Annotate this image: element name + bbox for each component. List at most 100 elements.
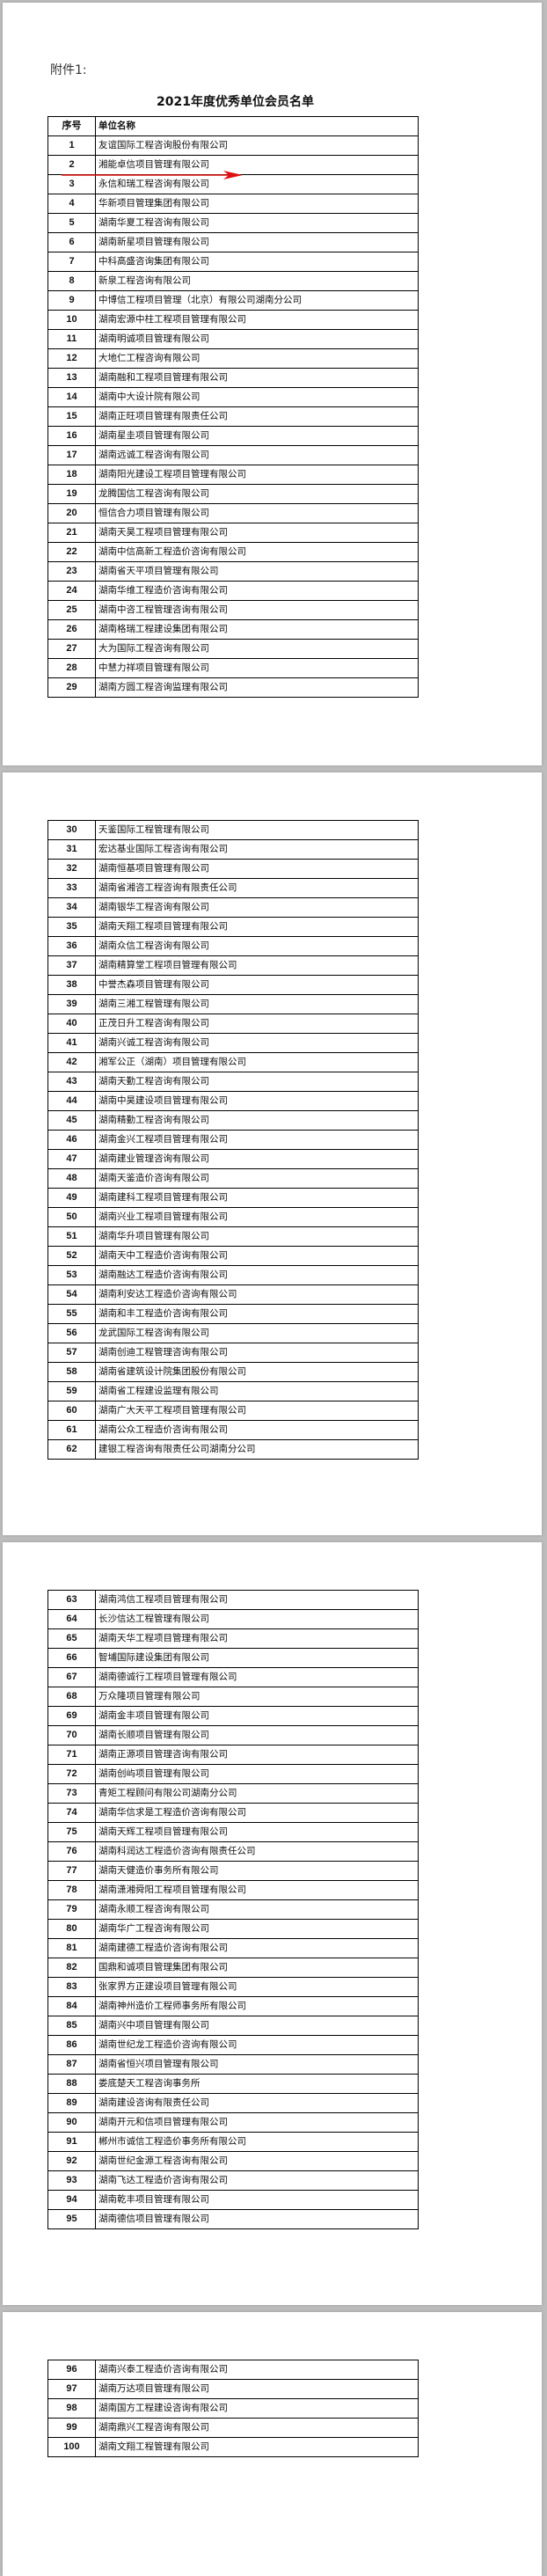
table-row: 80 湖南华广工程咨询有限公司 (47, 1919, 419, 1939)
table-row: 51 湖南华升项目管理有限公司 (47, 1226, 419, 1247)
unit-name: 湖南永顺工程咨询有限公司 (95, 1899, 419, 1920)
unit-name: 建银工程咨询有限责任公司湖南分公司 (95, 1439, 419, 1460)
unit-name: 湖南天辉工程项目管理有限公司 (95, 1822, 419, 1842)
table-row: 38 中誉杰森项目管理有限公司 (47, 975, 419, 995)
row-index: 23 (47, 561, 96, 582)
unit-name: 万众隆项目管理有限公司 (95, 1687, 419, 1707)
unit-name: 中科高盛咨询集团有限公司 (95, 252, 419, 272)
unit-name: 湖南正源项目管理咨询有限公司 (95, 1745, 419, 1765)
unit-name: 湖南三湘工程管理有限公司 (95, 994, 419, 1014)
row-index: 29 (47, 677, 96, 698)
row-index: 100 (47, 2437, 96, 2457)
table-row: 93 湖南飞达工程造价咨询有限公司 (47, 2170, 419, 2191)
unit-name: 宏达基业国际工程咨询有限公司 (95, 839, 419, 860)
row-index: 82 (47, 1958, 96, 1978)
row-index: 54 (47, 1284, 96, 1305)
unit-name: 湖南华信求是工程造价咨询有限公司 (95, 1803, 419, 1823)
table-row: 82 国鼎和诚项目管理集团有限公司 (47, 1958, 419, 1978)
table-row: 35 湖南天翔工程项目管理有限公司 (47, 917, 419, 937)
table-row: 29 湖南方圆工程咨询监理有限公司 (47, 677, 419, 698)
document-title: 2021年度优秀单位会员名单 (157, 95, 314, 109)
member-table-part-2: 30 天鉴国际工程管理有限公司 31 宏达基业国际工程咨询有限公司 32 湖南恒基项目管理… (47, 820, 419, 1460)
unit-name: 湖南省建筑设计院集团股份有限公司 (95, 1362, 419, 1382)
table-row: 67 湖南德诚行工程项目管理有限公司 (47, 1667, 419, 1687)
row-index: 10 (47, 310, 96, 330)
row-index: 89 (47, 2093, 96, 2113)
unit-name: 中博信工程项目管理（北京）有限公司湖南分公司 (95, 290, 419, 311)
row-index: 36 (47, 936, 96, 956)
row-index: 71 (47, 1745, 96, 1765)
unit-name: 湖南鼎兴工程咨询有限公司 (95, 2418, 419, 2438)
row-index: 30 (47, 820, 96, 840)
row-index: 17 (47, 445, 96, 465)
unit-name: 湖南天鉴造价咨询有限公司 (95, 1168, 419, 1189)
table-row: 44 湖南中昊建设项目管理有限公司 (47, 1091, 419, 1111)
unit-name: 湖南天昊工程项目管理有限公司 (95, 523, 419, 543)
table-row: 83 张家界方正建设项目管理有限公司 (47, 1977, 419, 1997)
row-index: 59 (47, 1381, 96, 1401)
unit-name: 湖南国方工程建设咨询有限公司 (95, 2398, 419, 2419)
row-index: 74 (47, 1803, 96, 1823)
row-index: 80 (47, 1919, 96, 1939)
row-index: 79 (47, 1899, 96, 1920)
row-index: 13 (47, 368, 96, 388)
table-row: 19 龙腾国信工程咨询有限公司 (47, 484, 419, 504)
unit-name: 湖南中大设计院有限公司 (95, 387, 419, 407)
row-index: 8 (47, 271, 96, 291)
table-row: 11 湖南明诚项目管理有限公司 (47, 329, 419, 349)
table-row: 32 湖南恒基项目管理有限公司 (47, 859, 419, 879)
table-row: 22 湖南中信高新工程造价咨询有限公司 (47, 542, 419, 562)
unit-name: 湖南神州造价工程师事务所有限公司 (95, 1996, 419, 2016)
table-row: 7 中科高盛咨询集团有限公司 (47, 252, 419, 272)
unit-name: 湖南融和工程项目管理有限公司 (95, 368, 419, 388)
row-index: 51 (47, 1226, 96, 1247)
table-row: 65 湖南天华工程项目管理有限公司 (47, 1628, 419, 1649)
table-row: 71 湖南正源项目管理咨询有限公司 (47, 1745, 419, 1765)
row-index: 68 (47, 1687, 96, 1707)
unit-name: 湖南星圭项目管理有限公司 (95, 426, 419, 446)
unit-name: 湖南正旺项目管理有限责任公司 (95, 406, 419, 427)
row-index: 34 (47, 897, 96, 918)
row-index: 27 (47, 639, 96, 659)
table-row: 49 湖南建科工程项目管理有限公司 (47, 1188, 419, 1208)
table-row: 55 湖南和丰工程造价咨询有限公司 (47, 1304, 419, 1324)
row-index: 24 (47, 581, 96, 601)
row-index: 61 (47, 1420, 96, 1440)
row-index: 78 (47, 1880, 96, 1900)
unit-name: 湖南中信高新工程造价咨询有限公司 (95, 542, 419, 562)
page-4: 96 湖南兴泰工程造价咨询有限公司 97 湖南万达项目管理有限公司 98 湖南国方工程建设… (3, 2312, 542, 2576)
row-index: 16 (47, 426, 96, 446)
table-row: 43 湖南天勤工程咨询有限公司 (47, 1072, 419, 1092)
unit-name: 大地仁工程咨询有限公司 (95, 348, 419, 369)
table-row: 23 湖南省天平项目管理有限公司 (47, 561, 419, 582)
table-row: 92 湖南世纪金源工程咨询有限公司 (47, 2151, 419, 2171)
table-row: 95 湖南德信项目管理有限公司 (47, 2209, 419, 2229)
unit-name: 湖南天中工程造价咨询有限公司 (95, 1246, 419, 1266)
row-index: 50 (47, 1207, 96, 1227)
row-index: 87 (47, 2054, 96, 2075)
table-row: 15 湖南正旺项目管理有限责任公司 (47, 406, 419, 427)
table-row: 89 湖南建设咨询有限责任公司 (47, 2093, 419, 2113)
row-index: 73 (47, 1783, 96, 1804)
table-row: 33 湖南省湘咨工程咨询有限责任公司 (47, 878, 419, 898)
unit-name: 娄底楚天工程咨询事务所 (95, 2074, 419, 2094)
row-index: 32 (47, 859, 96, 879)
unit-name: 郴州市诚信工程造价事务所有限公司 (95, 2132, 419, 2152)
member-table-part-4: 96 湖南兴泰工程造价咨询有限公司 97 湖南万达项目管理有限公司 98 湖南国方工程建设… (47, 2360, 419, 2457)
row-index: 26 (47, 619, 96, 640)
table-row: 74 湖南华信求是工程造价咨询有限公司 (47, 1803, 419, 1823)
unit-name: 湖南华夏工程咨询有限公司 (95, 213, 419, 233)
table-row: 1 友谊国际工程咨询股份有限公司 (47, 135, 419, 156)
table-row: 100 湖南文翔工程管理有限公司 (47, 2437, 419, 2457)
unit-name: 湖南省恒兴项目管理有限公司 (95, 2054, 419, 2075)
unit-name: 湖南广大天平工程项目管理有限公司 (95, 1401, 419, 1421)
table-row: 9 中博信工程项目管理（北京）有限公司湖南分公司 (47, 290, 419, 311)
table-row: 62 建银工程咨询有限责任公司湖南分公司 (47, 1439, 419, 1460)
row-index: 15 (47, 406, 96, 427)
row-index: 48 (47, 1168, 96, 1189)
table-row: 27 大为国际工程咨询有限公司 (47, 639, 419, 659)
row-index: 6 (47, 232, 96, 252)
row-index: 19 (47, 484, 96, 504)
unit-name: 湖南远诚工程咨询有限公司 (95, 445, 419, 465)
unit-name: 湖南宏源中柱工程项目管理有限公司 (95, 310, 419, 330)
